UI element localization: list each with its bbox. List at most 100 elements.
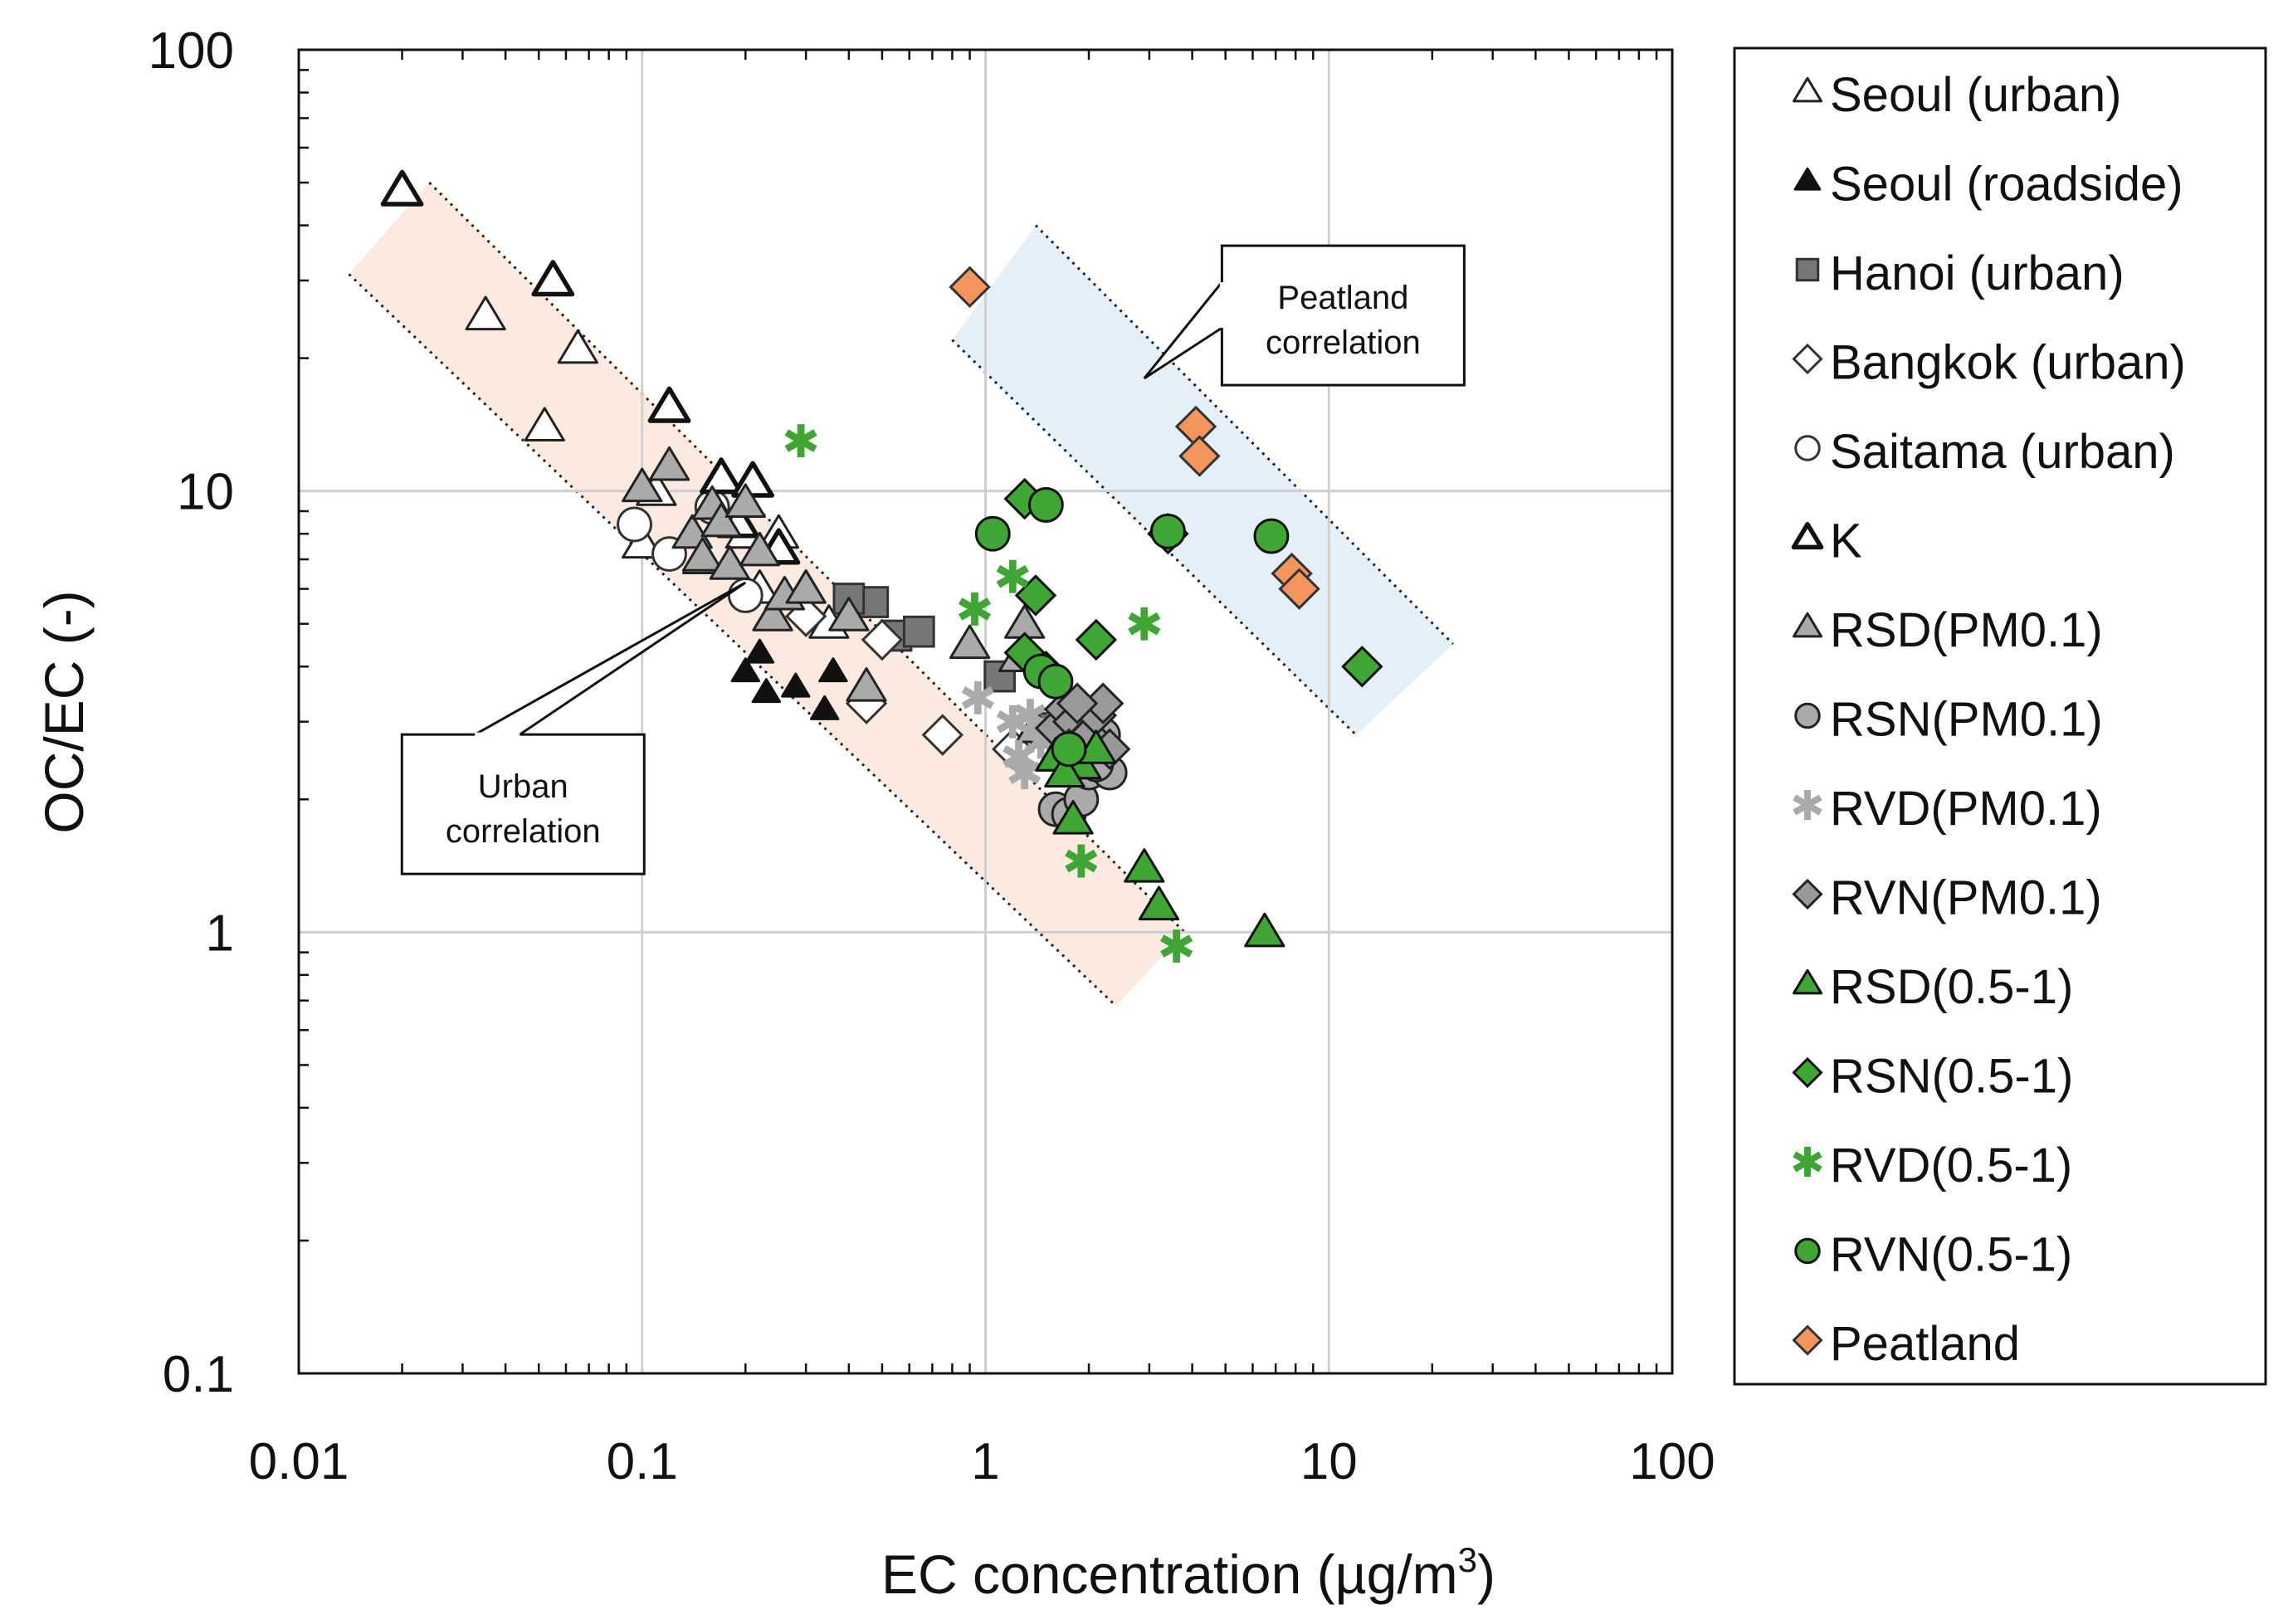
- point-rsd-pm0-1: [739, 531, 781, 567]
- series-seoul-roadside: [730, 638, 848, 720]
- point-rsd-pm0-1: [752, 597, 793, 632]
- urban-band-upper-line: [428, 181, 1186, 934]
- legend-label-rvd-pm0-1: RVD(PM0.1): [1830, 782, 2102, 836]
- point-rsd-pm0-1: [846, 667, 887, 702]
- legend-label-rvd-0-5-1: RVD(0.5-1): [1830, 1139, 2072, 1192]
- point-bangkok-urban: [921, 714, 964, 756]
- point-rsn-0-5-1: [1014, 574, 1057, 617]
- point-k: [647, 386, 691, 423]
- urban-band-lower-line: [348, 273, 1117, 1007]
- legend-label-seoul-urban: Seoul (urban): [1830, 68, 2121, 122]
- legend-marker-bangkok-urban: [1792, 343, 1823, 375]
- minor-ticks: [299, 50, 1658, 1373]
- legend-label-seoul-roadside: Seoul (roadside): [1830, 158, 2183, 212]
- point-rsd-pm0-1: [681, 537, 724, 572]
- point-seoul-roadside: [809, 695, 840, 720]
- x-axis-label-superscript: 3: [1458, 1540, 1477, 1579]
- peatland-correlation-label-box: [1220, 244, 1466, 387]
- point-rsd-0-5-1: [1244, 912, 1285, 948]
- legend-marker-seoul-urban: [1792, 76, 1823, 103]
- legend-item-rvn-0-5-1: RVN(0.5-1): [1794, 1228, 2072, 1282]
- legend: Seoul (urban) Seoul (roadside) Hanoi (urba…: [1791, 68, 2186, 1371]
- x-axis-tick-labels: 0.01 0.1 1 10 100: [249, 1433, 1715, 1490]
- legend-marker-seoul-roadside: [1793, 167, 1822, 191]
- point-rvd-0-5-1: [784, 424, 817, 458]
- series-peatland: [949, 266, 1320, 610]
- asterisk-stroke: [996, 564, 1029, 588]
- asterisk-stroke: [784, 429, 817, 452]
- point-rvd-pm0-1: [961, 680, 994, 714]
- asterisk-stroke: [958, 597, 992, 621]
- point-seoul-urban: [557, 329, 598, 364]
- legend-marker-rvd-0-5-1: [1793, 1146, 1822, 1178]
- urban-correlation-label-text: correlation: [446, 813, 601, 850]
- legend-item-rvd-0-5-1: RVD(0.5-1): [1793, 1139, 2072, 1192]
- point-k: [531, 260, 575, 297]
- y-tick-label: 1: [206, 905, 234, 962]
- peatland-band-upper-line: [1034, 224, 1454, 646]
- x-tick-label: 10: [1300, 1433, 1358, 1490]
- point-rvd-pm0-1: [1008, 756, 1042, 789]
- point-rsn-0-5-1: [1075, 618, 1118, 661]
- x-axis-label: EC concentration (µg/m3): [881, 1540, 1495, 1605]
- urban-correlation-label-text: Urban: [478, 768, 568, 805]
- point-rvn-0-5-1: [1149, 513, 1186, 549]
- point-rsd-pm0-1: [785, 569, 827, 604]
- legend-label-peatland: Peatland: [1830, 1317, 2020, 1371]
- point-saitama-urban: [617, 506, 652, 543]
- legend-label-rsn-0-5-1: RSN(0.5-1): [1830, 1050, 2073, 1104]
- legend-marker-rvd-pm0-1: [1793, 789, 1822, 821]
- asterisk-stroke: [1065, 849, 1098, 873]
- legend-marker-saitama-urban: [1794, 435, 1821, 461]
- legend-marker-rsd-pm0-1: [1792, 612, 1823, 638]
- legend-item-rsn-0-5-1: RSN(0.5-1): [1792, 1050, 2073, 1104]
- legend-label-rvn-0-5-1: RVN(0.5-1): [1830, 1228, 2072, 1282]
- legend-marker-hanoi-urban: [1795, 257, 1820, 282]
- point-rsd-pm0-1: [648, 446, 690, 481]
- asterisk-stroke: [961, 685, 994, 710]
- point-rvn-0-5-1: [1037, 663, 1074, 700]
- x-tick-label: 0.1: [607, 1433, 678, 1490]
- point-rvn-0-5-1: [1253, 518, 1290, 554]
- point-rvd-0-5-1: [1128, 607, 1161, 641]
- series-rvn-0-5-1: [974, 486, 1290, 768]
- point-rvd-pm0-1: [1013, 699, 1046, 733]
- legend-item-k: K: [1791, 515, 1862, 568]
- x-tick-label: 100: [1629, 1433, 1715, 1490]
- point-rsd-pm0-1: [709, 545, 751, 580]
- point-seoul-roadside: [818, 657, 848, 683]
- asterisk-stroke: [1013, 704, 1046, 727]
- plot-frame: [297, 48, 1674, 1375]
- legend-label-k: K: [1830, 515, 1862, 568]
- legend-label-hanoi-urban: Hanoi (urban): [1830, 246, 2125, 300]
- point-rsd-pm0-1: [700, 502, 742, 538]
- legend-label-bangkok-urban: Bangkok (urban): [1830, 336, 2186, 390]
- peatland-correlation-label-text: Peatland: [1277, 280, 1408, 316]
- y-axis-label: OC/EC (-): [33, 590, 95, 833]
- x-tick-label: 0.01: [249, 1433, 349, 1490]
- legend-box: [1733, 46, 2267, 1386]
- legend-item-saitama-urban: Saitama (urban): [1794, 425, 2175, 479]
- y-axis-tick-labels: 0.1 1 10 100: [149, 22, 234, 1403]
- legend-item-peatland: Peatland: [1792, 1317, 2020, 1371]
- point-hanoi-urban: [902, 615, 935, 648]
- legend-item-rvd-pm0-1: RVD(PM0.1): [1793, 782, 2102, 836]
- asterisk-stroke: [1008, 761, 1042, 784]
- legend-label-rsd-0-5-1: RSD(0.5-1): [1830, 960, 2073, 1014]
- annotations: Urban correlation Peatland correlation: [400, 244, 1466, 875]
- asterisk-stroke: [1793, 794, 1822, 816]
- point-seoul-urban: [524, 407, 565, 442]
- asterisk-stroke: [1160, 934, 1193, 958]
- point-seoul-urban: [465, 295, 506, 331]
- legend-item-rvn-pm0-1: RVN(PM0.1): [1792, 871, 2102, 925]
- peatland-correlation-label: Peatland correlation: [1143, 244, 1466, 387]
- legend-marker-rsn-0-5-1: [1792, 1056, 1823, 1089]
- point-rvd-0-5-1: [1160, 929, 1193, 963]
- legend-item-hanoi-urban: Hanoi (urban): [1795, 246, 2125, 300]
- point-seoul-roadside: [744, 638, 775, 664]
- point-rvd-0-5-1: [996, 559, 1029, 593]
- point-k: [380, 169, 424, 207]
- data-points: [380, 169, 1383, 963]
- asterisk-stroke: [1128, 612, 1161, 636]
